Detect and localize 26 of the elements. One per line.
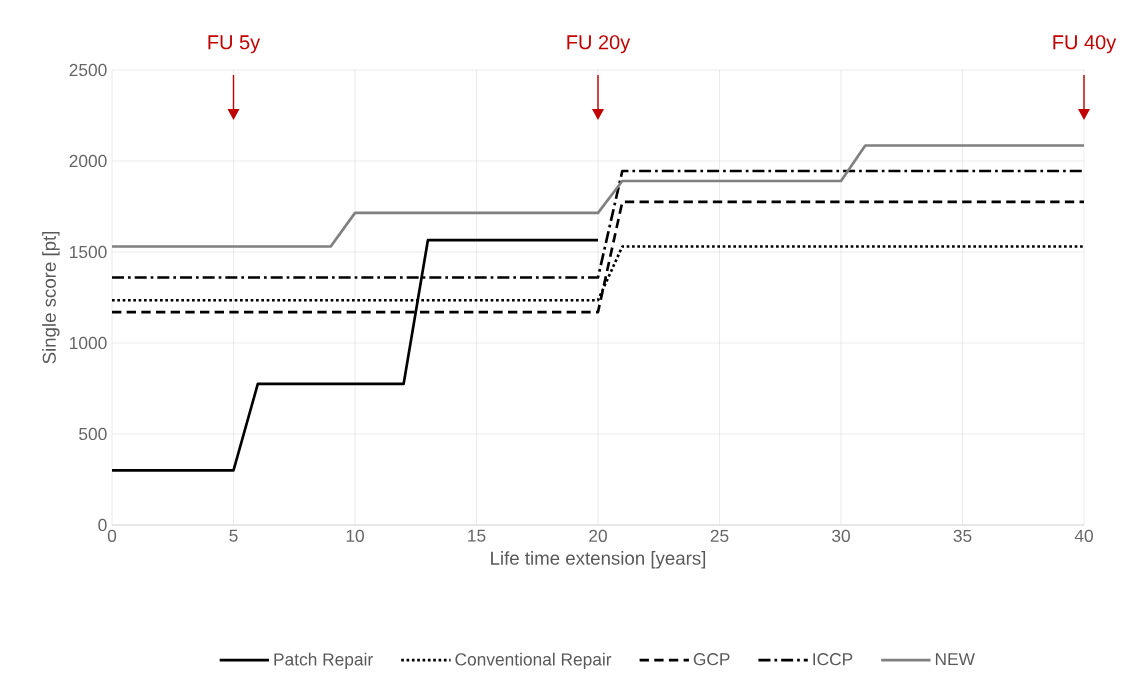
text: FU 5y — [208, 35, 261, 54]
y-axis-title: Single score [pt] — [42, 231, 60, 364]
legend-label: NEW — [935, 653, 975, 666]
x-tick-label: 5 — [229, 529, 238, 542]
line-series — [110, 144, 1086, 248]
x-tick-label: 10 — [346, 529, 364, 542]
y-tick-label: 0 — [98, 518, 107, 532]
x-tick-label: 15 — [468, 529, 486, 542]
text: FU 20y — [567, 35, 631, 54]
y-tick-label: 2000 — [69, 154, 107, 168]
legend-label: Conventional Repair — [455, 652, 612, 669]
y-tick-label: 500 — [79, 427, 107, 441]
x-axis-title: Life time extension [years] — [491, 551, 706, 569]
x-tick-label: 0 — [107, 529, 117, 542]
x-tick-label: 20 — [589, 529, 607, 542]
y-tick-label: 1000 — [70, 336, 107, 350]
x-tick-label: 30 — [832, 529, 850, 542]
text: FU 40y — [1053, 35, 1117, 54]
legend-label: GCP — [693, 653, 730, 666]
x-tick-label: 25 — [710, 529, 729, 542]
y-tick-label: 2500 — [69, 63, 107, 77]
legend-label: ICCP — [813, 653, 853, 666]
x-tick-label: 35 — [953, 529, 972, 542]
legend-label: Patch Repair — [274, 652, 373, 669]
y-tick-label: 1500 — [70, 245, 107, 259]
x-tick-label: 40 — [1074, 529, 1093, 542]
